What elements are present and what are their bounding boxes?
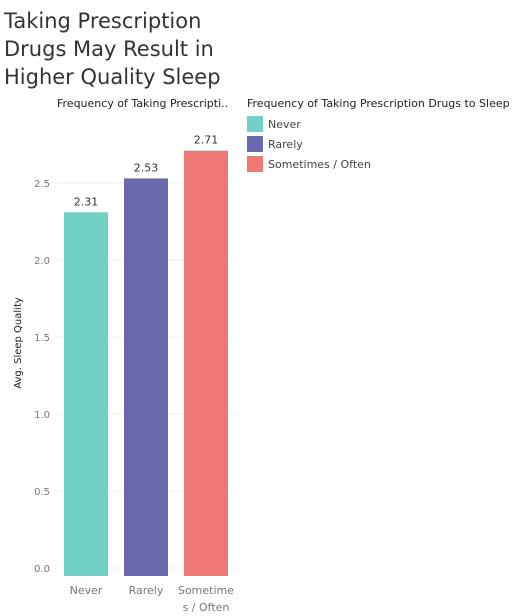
legend-title: Frequency of Taking Prescription Drugs t… <box>247 97 510 110</box>
legend-swatch-rarely <box>247 136 263 152</box>
bar-sometimes-often[interactable] <box>184 150 228 576</box>
legend-label-rarely: Rarely <box>268 137 303 151</box>
legend: Frequency of Taking Prescription Drugs t… <box>247 97 521 174</box>
legend-item-rarely[interactable]: Rarely <box>247 134 521 154</box>
y-tick-label: 2.0 <box>34 256 50 267</box>
x-tick-label: Sometime <box>178 584 234 597</box>
y-tick-label: 0.0 <box>34 564 50 575</box>
x-tick-label: s / Often <box>183 601 230 614</box>
chart-title: Taking Prescription Drugs May Result in … <box>4 9 221 89</box>
value-label: 2.53 <box>134 161 159 174</box>
legend-item-sometimes-often[interactable]: Sometimes / Often <box>247 154 521 174</box>
y-tick-label: 0.5 <box>34 487 50 498</box>
y-axis-label: Avg. Sleep Quality <box>13 297 24 389</box>
y-ticks: 0.0 0.5 1.0 1.5 2.0 2.5 <box>34 179 50 575</box>
x-tick-labels: Never Rarely Sometime s / Often <box>70 584 235 614</box>
value-label: 2.31 <box>74 195 99 208</box>
y-tick-label: 1.0 <box>34 410 50 421</box>
value-labels: 2.31 2.53 2.71 <box>74 134 219 209</box>
bar-rarely[interactable] <box>124 178 168 576</box>
legend-swatch-never <box>247 116 263 132</box>
x-tick-label: Never <box>70 584 103 597</box>
legend-label-never: Never <box>268 117 301 131</box>
legend-swatch-sometimes-often <box>247 156 263 172</box>
x-tick-label: Rarely <box>129 584 164 597</box>
y-tick-label: 2.5 <box>34 179 50 190</box>
bar-never[interactable] <box>64 212 108 576</box>
column-header: Frequency of Taking Prescripti.. <box>57 97 229 110</box>
value-label: 2.71 <box>194 134 219 147</box>
legend-label-sometimes-often: Sometimes / Often <box>268 157 371 171</box>
bars <box>64 150 228 576</box>
y-tick-label: 1.5 <box>34 333 50 344</box>
legend-item-never[interactable]: Never <box>247 114 521 134</box>
